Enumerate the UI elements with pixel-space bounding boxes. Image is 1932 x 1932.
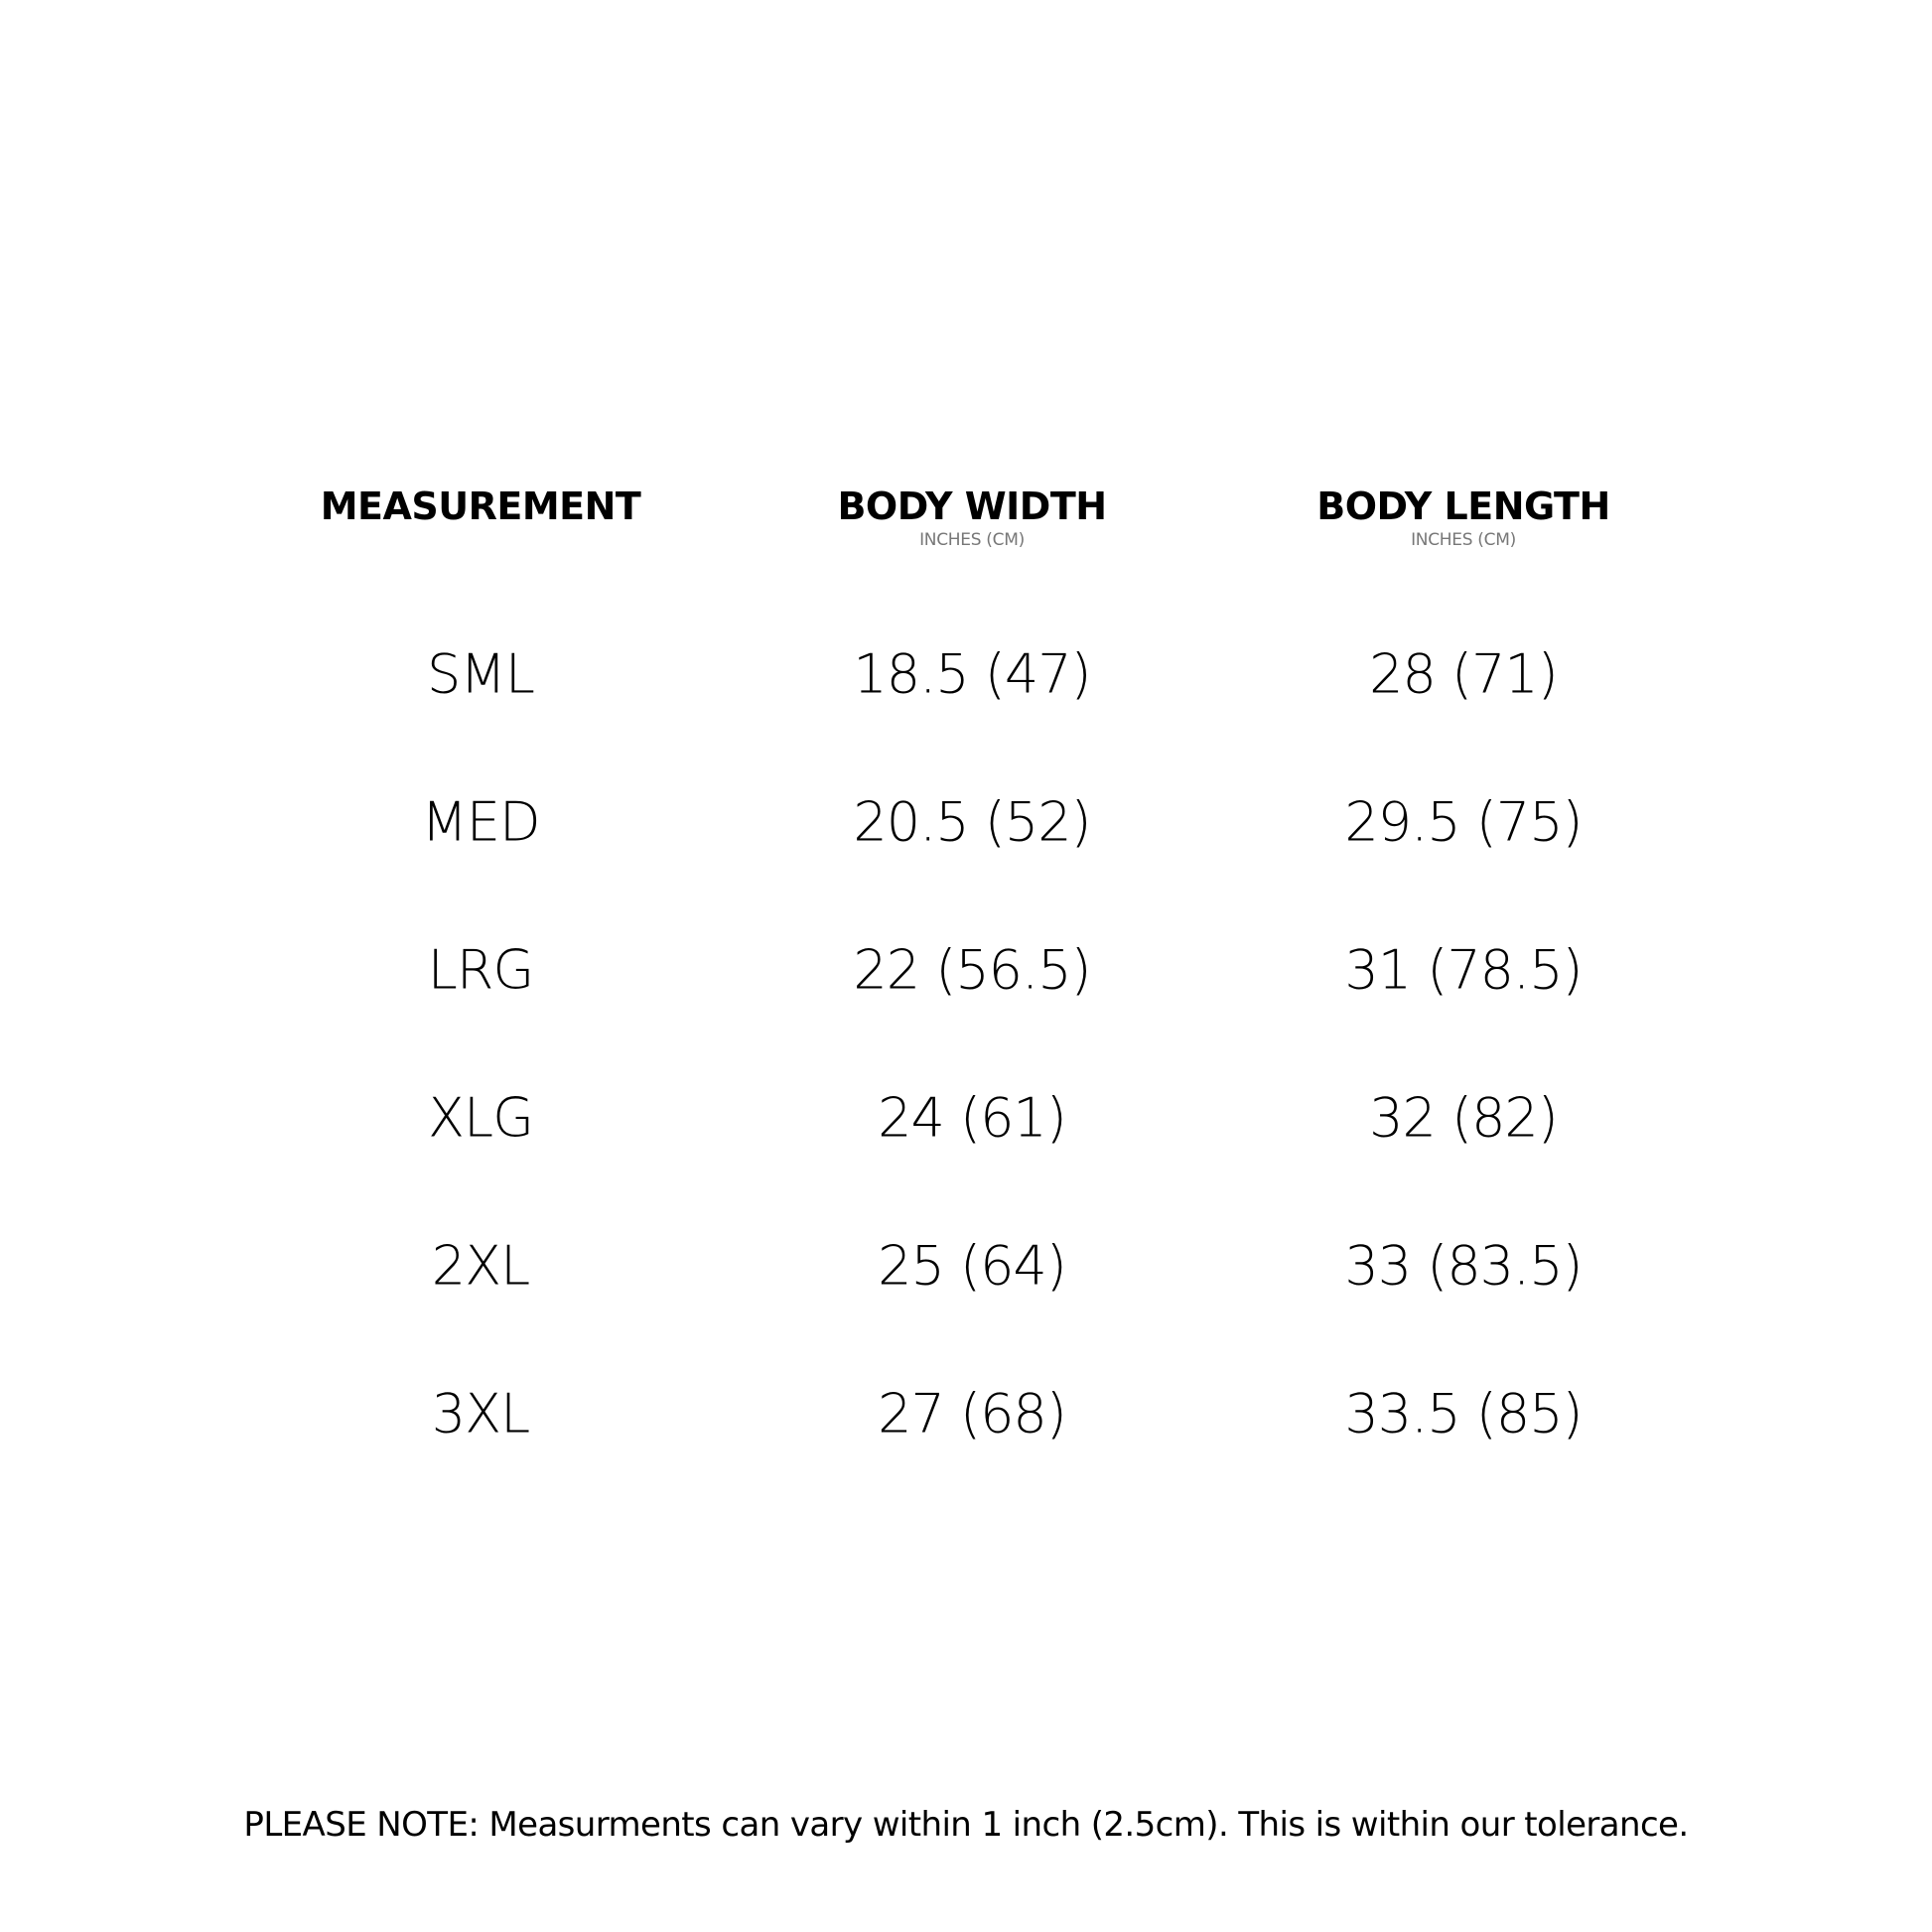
cell-width: 24 (61) bbox=[878, 1086, 1067, 1150]
cell-width: 18.5 (47) bbox=[853, 642, 1091, 706]
cell-size: XLG bbox=[428, 1086, 534, 1150]
cell-size: 3XL bbox=[431, 1382, 530, 1446]
cell-length: 32 (82) bbox=[1369, 1086, 1559, 1150]
header-unit: INCHES (CM) bbox=[1411, 530, 1516, 550]
header-label: MEASUREMENT bbox=[320, 484, 641, 528]
header-label: BODY WIDTH bbox=[837, 484, 1107, 528]
header-unit: INCHES (CM) bbox=[919, 530, 1025, 550]
cell-length: 33 (83.5) bbox=[1344, 1234, 1583, 1298]
cell-width: 27 (68) bbox=[878, 1382, 1067, 1446]
header-body-width: BODY WIDTH INCHES (CM) bbox=[674, 484, 1270, 550]
cell-size: 2XL bbox=[431, 1234, 530, 1298]
tolerance-note: PLEASE NOTE: Measurments can vary within… bbox=[243, 1805, 1689, 1845]
header-measurement: MEASUREMENT bbox=[183, 484, 778, 528]
cell-size: MED bbox=[421, 790, 540, 854]
header-body-length: BODY LENGTH INCHES (CM) bbox=[1166, 484, 1761, 550]
cell-width: 20.5 (52) bbox=[853, 790, 1091, 854]
cell-length: 31 (78.5) bbox=[1344, 938, 1583, 1002]
header-label: BODY LENGTH bbox=[1316, 484, 1610, 528]
cell-width: 22 (56.5) bbox=[853, 938, 1091, 1002]
cell-length: 33.5 (85) bbox=[1344, 1382, 1583, 1446]
cell-length: 28 (71) bbox=[1369, 642, 1559, 706]
cell-length: 29.5 (75) bbox=[1344, 790, 1583, 854]
cell-width: 25 (64) bbox=[878, 1234, 1067, 1298]
cell-size: LRG bbox=[427, 938, 534, 1002]
cell-size: SML bbox=[427, 642, 535, 706]
